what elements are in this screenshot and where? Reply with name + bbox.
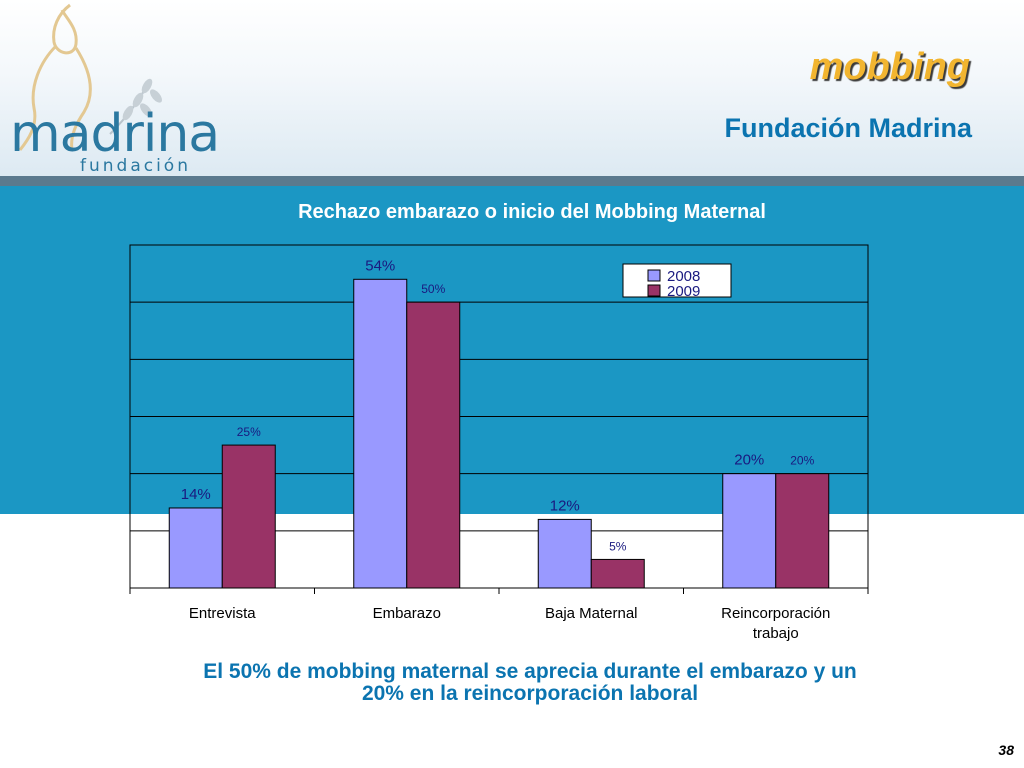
legend-label-2009: 2009 (667, 283, 700, 300)
x-tick-label: Embarazo (373, 605, 441, 622)
bar-2008 (722, 473, 777, 589)
bar-2009 (406, 301, 461, 589)
bar-2009 (775, 473, 830, 589)
x-tick-label: Reincorporación (721, 605, 830, 622)
x-tick-label: Baja Maternal (545, 605, 638, 622)
bar-2008 (353, 278, 408, 589)
page-title: mobbing (809, 46, 970, 88)
chart-caption: El 50% de mobbing maternal se aprecia du… (203, 660, 857, 706)
logo-subtitle: fundación (80, 156, 191, 176)
data-label-2008: 12% (550, 497, 580, 514)
data-label-2009: 50% (421, 282, 445, 296)
blue-band (0, 186, 1024, 514)
bar-2009 (221, 444, 276, 589)
data-label-2009: 25% (237, 425, 261, 439)
page-number: 38 (998, 742, 1014, 758)
madrina-logo: madrina fundación (0, 0, 220, 180)
legend-box (622, 263, 732, 298)
data-label-2008: 14% (181, 486, 211, 503)
legend-label-2008: 2008 (667, 268, 700, 285)
logo-figure-icon (18, 3, 162, 151)
chart-title: Rechazo embarazo o inicio del Mobbing Ma… (298, 201, 766, 223)
bar-2008 (168, 507, 223, 589)
page-subtitle: Fundación Madrina (724, 113, 972, 143)
data-label-2009: 5% (609, 539, 627, 553)
logo-wordmark: madrina (10, 104, 220, 164)
x-tick-label: Entrevista (189, 605, 256, 622)
bar-2009 (590, 558, 645, 589)
data-label-2009: 20% (790, 454, 814, 468)
data-label-2008: 20% (734, 452, 764, 469)
bar-2008 (537, 518, 592, 589)
header-divider (0, 176, 1024, 186)
x-tick-label: trabajo (753, 625, 799, 642)
data-label-2008: 54% (365, 257, 395, 274)
legend-swatch-2009 (647, 284, 661, 297)
header (0, 0, 1024, 180)
legend-swatch-2008 (647, 269, 661, 282)
